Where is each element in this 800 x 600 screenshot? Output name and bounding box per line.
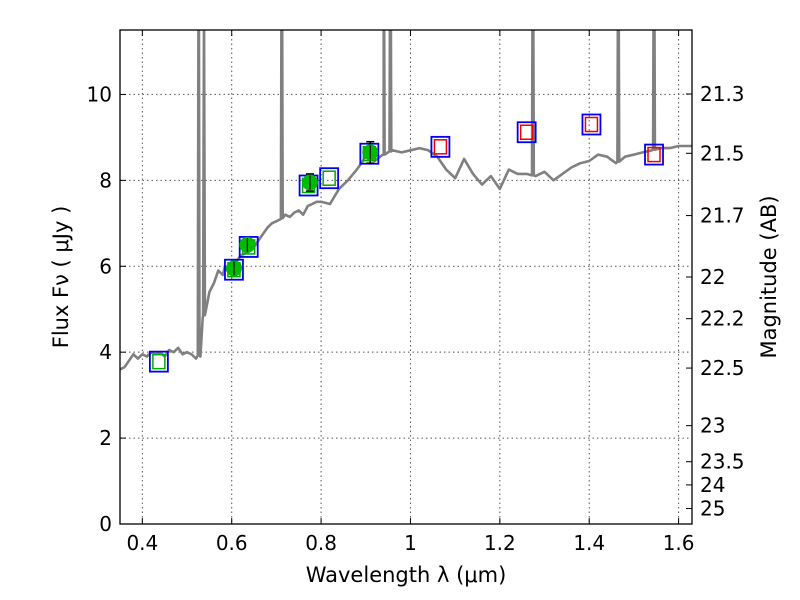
magnitude-tick-label: 22.5: [700, 356, 745, 380]
y-tick-label: 2: [99, 426, 112, 450]
model-photometry-box: [581, 113, 602, 136]
model-photometry-box: [430, 135, 451, 158]
magnitude-tick-label: 21.5: [700, 141, 745, 165]
y2-axis-label: Magnitude (AB): [757, 195, 781, 358]
model-photometry-box: [148, 350, 169, 373]
y-tick-label: 4: [99, 340, 112, 364]
y-tick-label: 8: [99, 168, 112, 192]
magnitude-tick-label: 23.5: [700, 450, 745, 474]
y-tick-label: 10: [87, 82, 112, 106]
magnitude-tick-label: 23: [700, 414, 725, 438]
x-tick-label: 0.4: [126, 531, 158, 555]
y-tick-label: 0: [99, 512, 112, 536]
model-spectrum-line: [120, 30, 692, 371]
magnitude-tick-label: 21.7: [700, 204, 745, 228]
plot-area: [120, 30, 692, 373]
x-tick-label: 0.8: [305, 531, 337, 555]
y-axis-label: Flux Fν ( μJy ): [49, 206, 73, 349]
model-photometry-inner-box: [322, 170, 336, 186]
x-tick-label: 0.6: [216, 531, 248, 555]
model-photometry-box: [516, 121, 537, 144]
x-tick-label: 1.4: [573, 531, 605, 555]
model-photometry-inner-box: [647, 146, 661, 163]
model-photometry-box: [644, 143, 664, 166]
y-tick-label: 6: [99, 254, 112, 278]
model-photometry-box: [319, 167, 340, 190]
magnitude-tick-label: 22.2: [700, 307, 745, 331]
magnitude-tick-label: 25: [700, 497, 725, 521]
x-axis-label: Wavelength λ (μm): [306, 563, 507, 587]
magnitude-tick-label: 22: [700, 265, 725, 289]
model-photometry-inner-box: [152, 353, 166, 370]
model-photometry-inner-box: [519, 124, 534, 140]
x-tick-label: 1: [404, 531, 417, 555]
model-photometry-box: [224, 258, 244, 281]
model-photometry-inner-box: [584, 116, 599, 133]
x-tick-label: 1.2: [484, 531, 516, 555]
x-tick-label: 1.6: [663, 531, 695, 555]
magnitude-tick-label: 24: [700, 473, 725, 497]
magnitude-tick-label: 21.3: [700, 82, 745, 106]
model-photometry-inner-box: [433, 139, 448, 155]
